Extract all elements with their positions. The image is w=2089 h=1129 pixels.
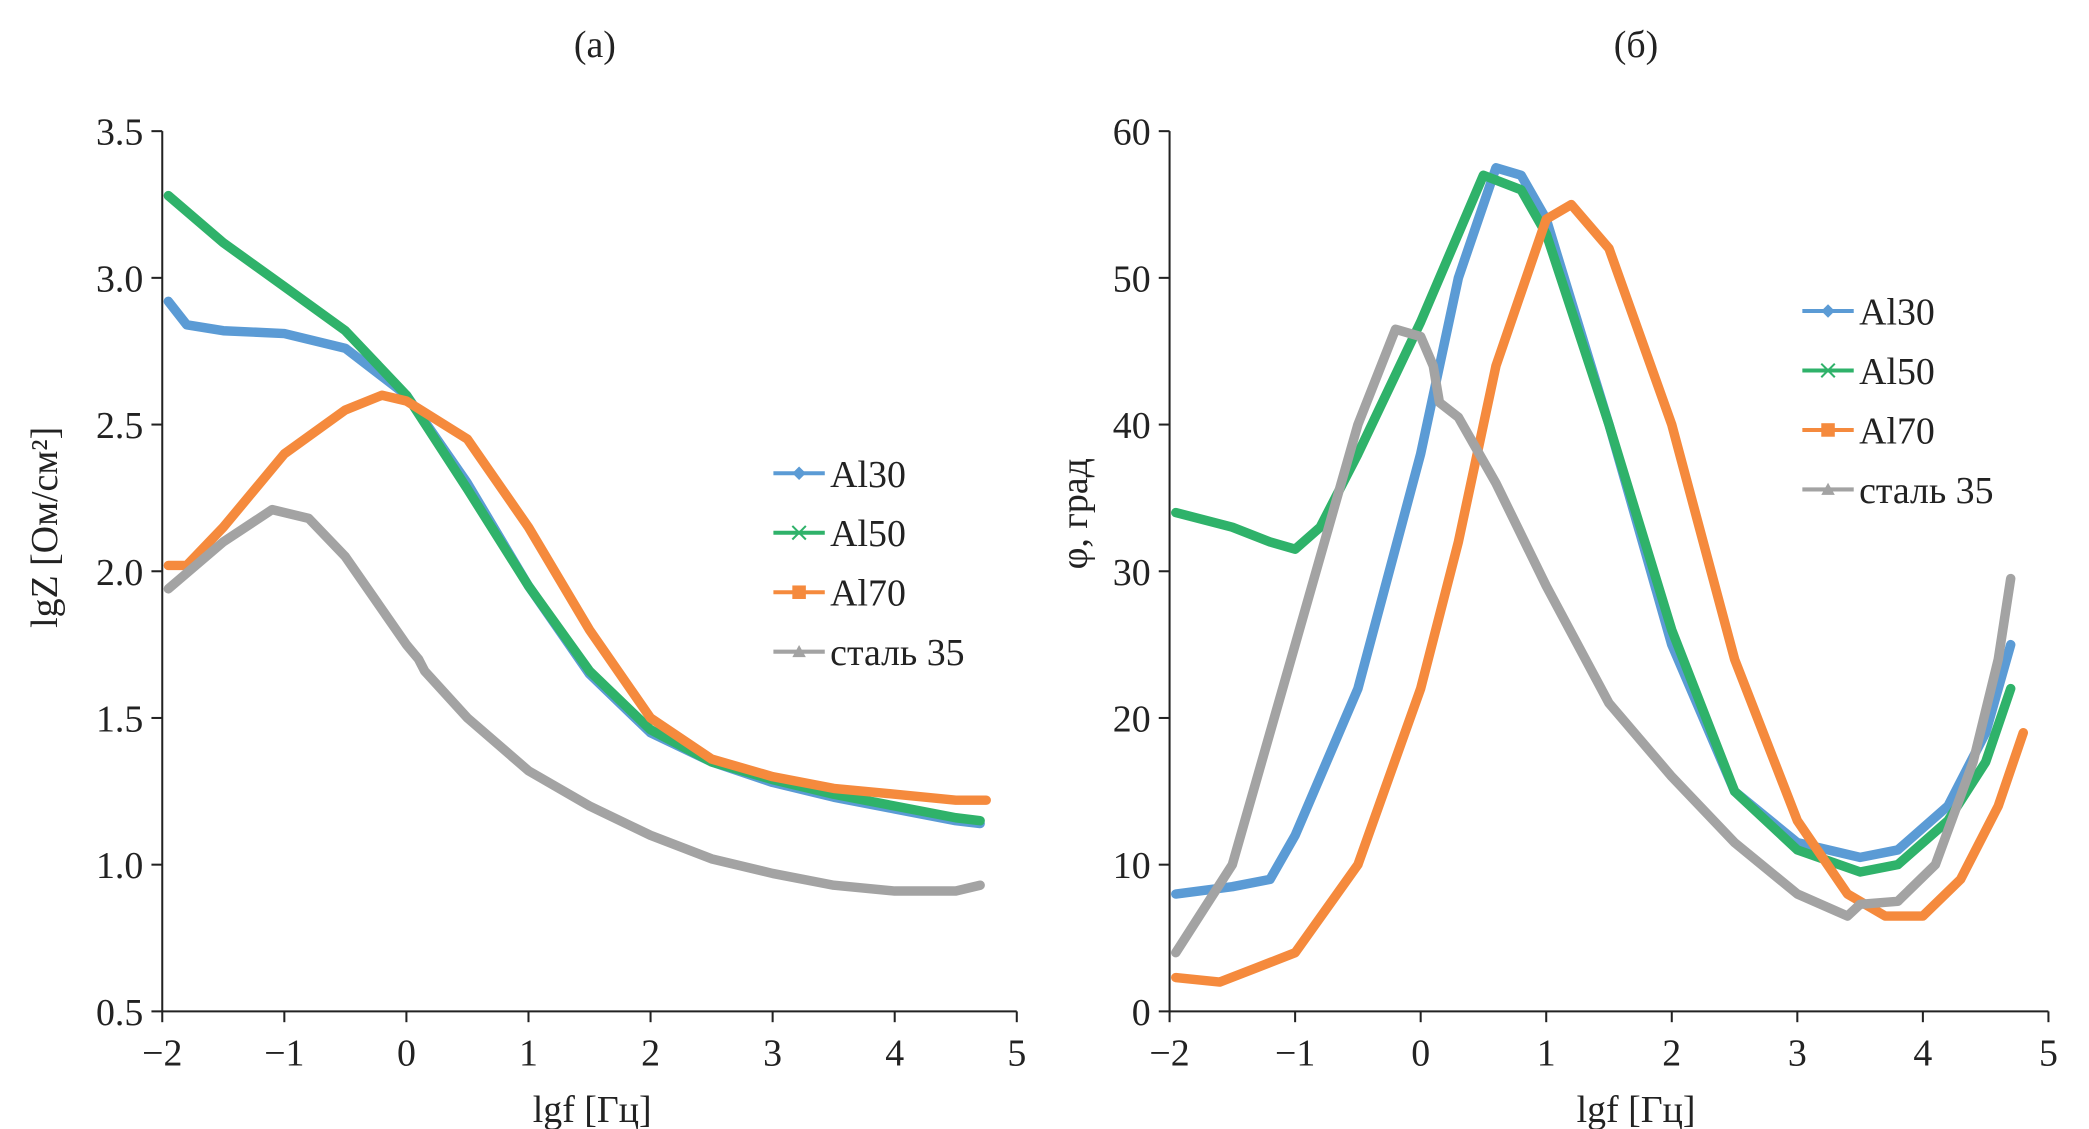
- legend-label: Al70: [830, 573, 906, 615]
- x-tick-label: 1: [1537, 1032, 1556, 1074]
- legend-marker-x: [1820, 362, 1836, 378]
- series-line-al70: [163, 390, 991, 805]
- y-tick-label: 3.5: [96, 112, 143, 154]
- series-line-al30: [1171, 163, 2016, 899]
- x-tick-label: −2: [1149, 1032, 1189, 1074]
- y-tick-label: 3.0: [96, 258, 143, 300]
- series-line-steel: [163, 504, 985, 896]
- legend-item-al70: Al70: [1802, 410, 1935, 452]
- x-tick-label: 0: [397, 1032, 416, 1074]
- series-line-steel: [1171, 324, 2016, 958]
- legend-label: сталь 35: [830, 632, 964, 674]
- legend-marker-triangle: [1821, 482, 1835, 495]
- legend-marker-square: [792, 585, 806, 599]
- legend-item-steel: сталь 35: [1802, 470, 1994, 512]
- panel-b-label: (б): [1614, 24, 1658, 66]
- panel-b: (б) lgf [Гц] φ, град −2 −1 0 1 2 3 4 5010203040…: [1054, 24, 2058, 1129]
- legend-label: сталь 35: [1859, 470, 1993, 512]
- legend-item-al70: Al70: [773, 573, 906, 615]
- x-tick-label: 1: [519, 1032, 538, 1074]
- series-line-al70: [1171, 199, 2029, 987]
- panel-a-y-axis-label: lgZ [Ом/см²]: [24, 427, 66, 628]
- legend-item-al50: Al50: [1802, 351, 1935, 393]
- x-tick-label: 0: [1411, 1032, 1430, 1074]
- legend-label: Al50: [830, 513, 906, 555]
- y-tick-label: 10: [1113, 845, 1151, 887]
- panel-a-label: (а): [574, 24, 616, 66]
- x-tick-label: 2: [1662, 1032, 1681, 1074]
- x-tick-label: 2: [641, 1032, 660, 1074]
- y-tick-label: 1.0: [96, 845, 143, 887]
- legend-marker-triangle: [792, 644, 806, 658]
- panel-a-x-axis-label: lgf [Гц]: [533, 1089, 652, 1129]
- x-tick-label: −2: [142, 1032, 182, 1074]
- x-tick-label: 4: [885, 1032, 904, 1074]
- x-tick-label: 5: [1007, 1032, 1026, 1074]
- legend-label: Al30: [830, 454, 906, 496]
- legend-marker-diamond: [792, 466, 806, 480]
- legend-item-al30: Al30: [1802, 292, 1935, 334]
- series-line-al30: [163, 296, 985, 829]
- panel-b-y-axis-label: φ, град: [1054, 458, 1096, 569]
- y-tick-label: 40: [1113, 405, 1151, 447]
- legend-item-al30: Al30: [773, 454, 906, 496]
- legend-item-steel: сталь 35: [773, 632, 965, 674]
- y-tick-label: 30: [1113, 552, 1151, 594]
- y-tick-label: 20: [1113, 698, 1151, 740]
- y-tick-label: 0.5: [96, 992, 143, 1034]
- legend-marker-diamond: [1821, 304, 1835, 318]
- x-tick-label: 3: [763, 1032, 782, 1074]
- series-line-al50: [1171, 170, 2016, 877]
- y-tick-label: 2.0: [96, 552, 143, 594]
- legend-marker-x: [791, 525, 807, 541]
- panel-b-x-axis-label: lgf [Гц]: [1577, 1089, 1696, 1129]
- y-tick-label: 1.5: [96, 698, 143, 740]
- x-tick-label: −1: [1275, 1032, 1315, 1074]
- y-tick-label: 0: [1132, 992, 1151, 1034]
- x-tick-label: −1: [264, 1032, 304, 1074]
- y-tick-label: 60: [1113, 112, 1151, 154]
- series-line-al50: [163, 190, 985, 826]
- y-tick-label: 50: [1113, 258, 1151, 300]
- legend-label: Al30: [1859, 292, 1935, 334]
- x-tick-label: 3: [1788, 1032, 1807, 1074]
- legend-label: Al70: [1859, 410, 1935, 452]
- x-tick-label: 4: [1913, 1032, 1932, 1074]
- x-tick-label: 5: [2039, 1032, 2058, 1074]
- legend-marker-square: [1821, 423, 1835, 437]
- y-tick-label: 2.5: [96, 405, 143, 447]
- legend-item-al50: Al50: [773, 513, 906, 555]
- panel-a: (а) lgf [Гц] lgZ [Ом/см²] −2 −1 0 1 2 3 4 5 0.5 1…: [24, 24, 1026, 1129]
- legend-label: Al50: [1859, 351, 1935, 393]
